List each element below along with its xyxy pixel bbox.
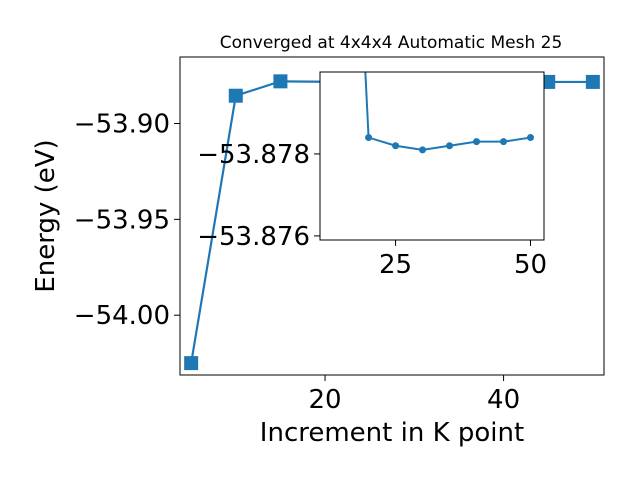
inset-y-tick-label: −53.876 [197,222,310,252]
inset-x-tick-label: 50 [514,250,547,280]
y-tick-label: −53.95 [74,205,170,235]
main-x-ticks: 20 40 [309,375,520,415]
inset-data-point [365,134,373,142]
inset-y-ticks: −53.878 −53.876 [197,140,320,252]
main-data-point [585,74,600,89]
inset-data-point [527,134,535,142]
main-axes: Converged at 4x4x4 Automatic Mesh 25 20 4… [31,33,605,448]
inset-data-point [392,142,400,150]
inset-data-point [446,142,454,150]
x-tick-label: 40 [487,385,520,415]
main-data-point [273,74,288,89]
main-data-point [228,88,243,103]
inset-series [364,71,535,154]
inset-data-point [473,138,481,146]
main-y-ticks: −53.90 −53.95 −54.00 [74,110,180,331]
inset-x-ticks: 25 50 [379,240,547,280]
inset-plot-frame [319,71,545,241]
inset-data-point [500,138,508,146]
x-tick-label: 20 [309,385,342,415]
y-tick-label: −53.90 [74,110,170,140]
chart-title: Converged at 4x4x4 Automatic Mesh 25 [220,33,563,53]
inset-data-point [419,146,427,154]
main-data-point [184,356,199,371]
inset-axes: 25 50 −53.878 −53.876 [197,71,547,280]
y-tick-label: −54.00 [74,301,170,331]
inset-x-tick-label: 25 [379,250,412,280]
y-axis-label: Energy (eV) [31,139,61,292]
main-data-point [541,74,556,89]
x-axis-label: Increment in K point [260,418,524,448]
main-plot-frame [179,56,605,376]
inset-background [320,72,544,240]
inset-y-tick-label: −53.878 [197,140,310,170]
inset-series-line [364,71,531,151]
